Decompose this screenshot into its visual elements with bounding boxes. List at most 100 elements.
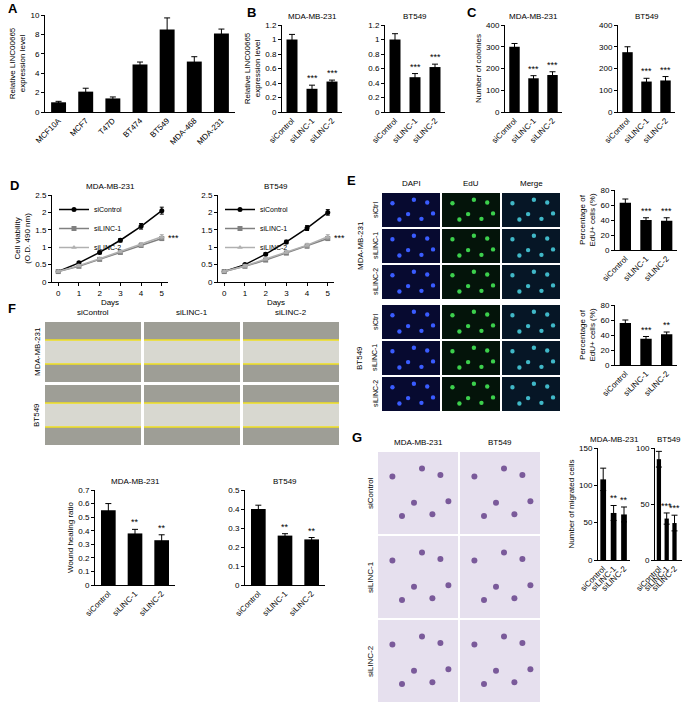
svg-text:siLINC-1: siLINC-1	[509, 116, 538, 145]
svg-text:0.6: 0.6	[368, 64, 380, 73]
svg-text:0.5: 0.5	[201, 260, 213, 269]
svg-text:G: G	[352, 430, 362, 445]
svg-text:150: 150	[579, 444, 593, 453]
svg-text:MDA-MB-231: MDA-MB-231	[33, 327, 42, 376]
svg-text:0: 0	[645, 556, 650, 565]
svg-text:siLINC-1: siLINC-1	[371, 344, 378, 371]
svg-text:BT549: BT549	[657, 435, 681, 444]
svg-text:EdU: EdU	[463, 179, 479, 188]
svg-text:siLINC-2: siLINC-2	[94, 244, 121, 251]
svg-text:Wound healing ratio: Wound healing ratio	[66, 501, 75, 573]
svg-text:40: 40	[600, 331, 609, 340]
svg-text:**: **	[663, 320, 671, 330]
svg-text:Number of colonies: Number of colonies	[474, 34, 483, 103]
svg-text:20: 20	[600, 231, 609, 240]
svg-text:siControl: siControl	[601, 254, 630, 283]
svg-text:F: F	[8, 301, 16, 316]
svg-text:siLINC-2: siLINC-2	[600, 564, 629, 593]
svg-text:siCtrl: siCtrl	[372, 314, 379, 330]
svg-text:siLINC-1: siLINC-1	[391, 116, 420, 145]
svg-text:400: 400	[599, 21, 613, 30]
svg-text:0: 0	[375, 108, 380, 117]
svg-text:siControl: siControl	[634, 564, 663, 593]
svg-text:siLINC-1: siLINC-1	[622, 116, 651, 145]
svg-text:BT549: BT549	[148, 116, 171, 139]
svg-text:siLINC-1: siLINC-1	[261, 589, 290, 618]
svg-text:0.2: 0.2	[78, 554, 90, 563]
svg-text:300: 300	[599, 43, 613, 52]
svg-text:siControl: siControl	[490, 116, 519, 145]
svg-text:10: 10	[30, 11, 39, 20]
svg-text:1: 1	[42, 243, 47, 252]
svg-text:siLINC-2: siLINC-2	[138, 589, 167, 618]
svg-text:5: 5	[326, 289, 331, 298]
svg-text:***: ***	[307, 73, 318, 83]
svg-text:Percentage ofEdU+ cells (%): Percentage ofEdU+ cells (%)	[578, 308, 597, 361]
svg-text:0.5: 0.5	[228, 486, 240, 495]
svg-text:BT549: BT549	[32, 403, 41, 427]
svg-text:BT549: BT549	[635, 12, 659, 21]
svg-text:8: 8	[35, 30, 40, 39]
svg-text:0: 0	[272, 108, 277, 117]
svg-text:0.5: 0.5	[35, 260, 47, 269]
svg-text:***: ***	[327, 68, 338, 78]
svg-text:***: ***	[168, 233, 179, 243]
svg-text:***: ***	[660, 65, 671, 75]
svg-text:BT549: BT549	[273, 477, 297, 486]
svg-text:40: 40	[600, 216, 609, 225]
svg-text:80: 80	[600, 186, 609, 195]
svg-text:MDA-MB-231: MDA-MB-231	[86, 182, 135, 191]
svg-text:BT474: BT474	[121, 116, 144, 139]
svg-text:**: **	[620, 495, 628, 505]
svg-text:0: 0	[35, 108, 40, 117]
svg-text:0.4: 0.4	[265, 79, 277, 88]
svg-text:siLINC-2: siLINC-2	[641, 116, 670, 145]
svg-text:0.6: 0.6	[78, 499, 90, 508]
svg-text:E: E	[347, 173, 356, 188]
svg-text:MDA-MB-231: MDA-MB-231	[356, 221, 365, 270]
svg-text:siCtrl: siCtrl	[372, 202, 379, 218]
svg-text:siControl: siControl	[603, 116, 632, 145]
svg-text:siLINC-1: siLINC-1	[643, 564, 672, 593]
svg-text:**: **	[308, 526, 316, 536]
svg-text:***: ***	[430, 52, 441, 62]
svg-text:***: ***	[410, 62, 421, 72]
svg-text:80: 80	[600, 301, 609, 310]
svg-text:0: 0	[85, 581, 90, 590]
svg-text:siLINC-1: siLINC-1	[288, 116, 317, 145]
svg-text:1: 1	[243, 289, 248, 298]
svg-text:2: 2	[97, 289, 102, 298]
svg-text:siControl: siControl	[268, 116, 297, 145]
svg-text:0.6: 0.6	[265, 64, 277, 73]
svg-text:siLINC-2: siLINC-2	[643, 369, 672, 398]
svg-text:**: **	[281, 522, 289, 532]
svg-text:siLINC-2: siLINC-2	[366, 645, 375, 677]
svg-text:Number of migrated cells: Number of migrated cells	[567, 460, 576, 549]
svg-text:3: 3	[118, 289, 123, 298]
svg-text:300: 300	[486, 43, 500, 52]
svg-text:Merge: Merge	[520, 179, 543, 188]
svg-text:siControl: siControl	[77, 308, 109, 317]
svg-text:***: ***	[669, 503, 680, 513]
svg-text:2.5: 2.5	[201, 191, 213, 200]
svg-text:T47D: T47D	[97, 116, 117, 136]
svg-text:5: 5	[160, 289, 165, 298]
svg-text:Days: Days	[101, 298, 119, 307]
svg-text:6: 6	[35, 50, 40, 59]
svg-text:0: 0	[588, 556, 593, 565]
svg-text:***: ***	[334, 233, 345, 243]
svg-text:1: 1	[375, 35, 380, 44]
svg-text:A: A	[8, 1, 18, 16]
svg-text:0: 0	[235, 581, 240, 590]
svg-text:siLINC-2: siLINC-2	[275, 308, 307, 317]
svg-text:siControl: siControl	[371, 116, 400, 145]
svg-text:0: 0	[605, 361, 610, 370]
svg-text:siLINC-1: siLINC-1	[589, 564, 618, 593]
svg-text:0.2: 0.2	[368, 93, 380, 102]
svg-text:2.5: 2.5	[35, 191, 47, 200]
svg-text:siControl: siControl	[601, 369, 630, 398]
svg-text:siControl: siControl	[260, 206, 288, 213]
svg-text:0.1: 0.1	[78, 567, 90, 576]
svg-text:2: 2	[208, 208, 213, 217]
svg-text:siLINC-1: siLINC-1	[111, 589, 140, 618]
